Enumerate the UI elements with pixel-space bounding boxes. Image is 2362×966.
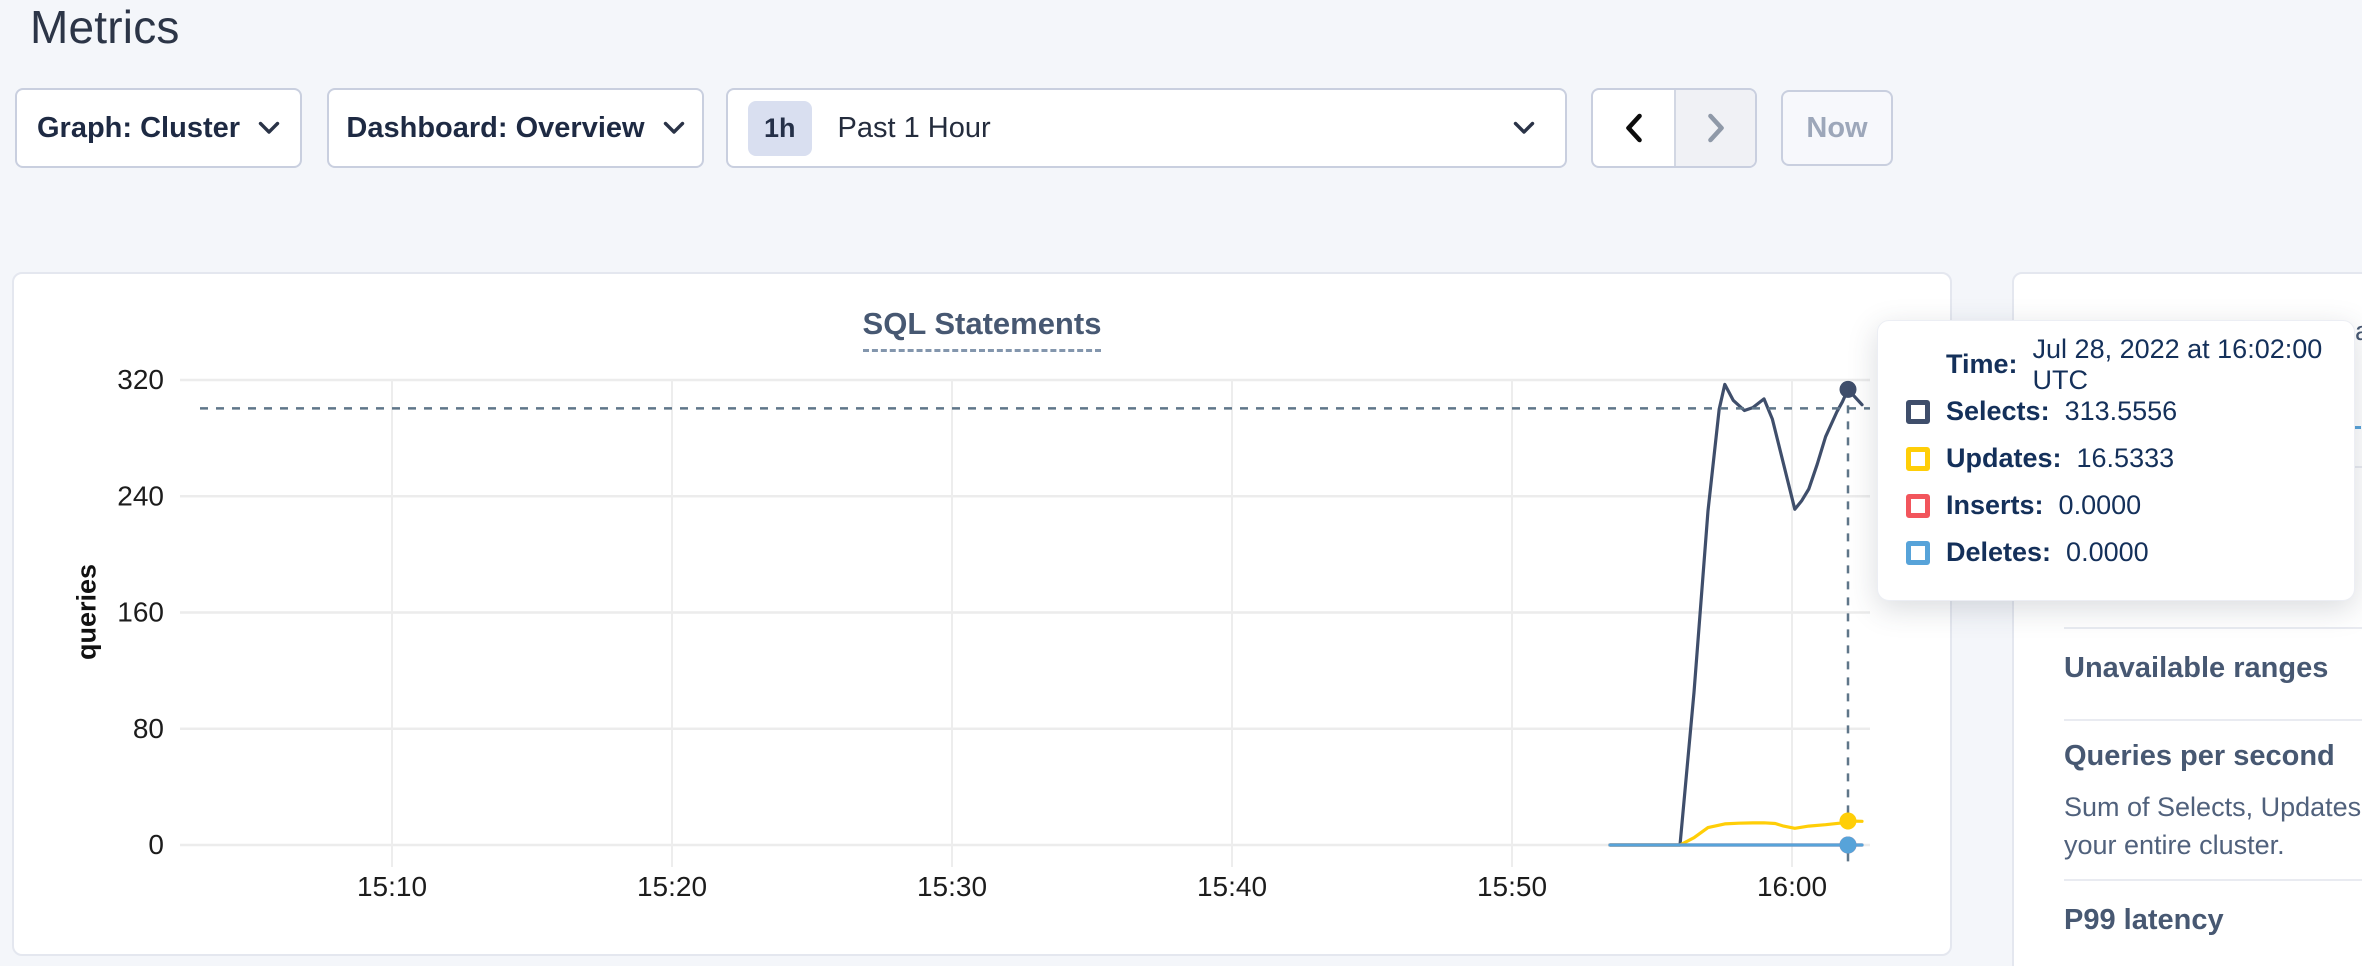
deletes-series-swatch: [1906, 540, 1930, 565]
graph-selector-dropdown[interactable]: Graph: Cluster: [15, 88, 302, 168]
swatch-spacer: [1906, 353, 1930, 377]
svg-text:80: 80: [133, 713, 164, 744]
chevron-down-icon: [258, 121, 280, 134]
tooltip-series-value: 313.5556: [2064, 396, 2178, 426]
divider: [2064, 627, 2362, 629]
sidebar-heading-p99-latency: P99 latency: [2064, 904, 2224, 936]
svg-text:15:40: 15:40: [1197, 871, 1267, 902]
tooltip-series-label: Inserts:: [1946, 490, 2044, 520]
tooltip-series-row: Deletes: 0.0000: [1906, 536, 2326, 569]
tooltip-time-label: Time:: [1946, 349, 2018, 379]
sidebar-heading-unavailable-ranges: Unavailable ranges: [2064, 652, 2329, 684]
prev-time-window-button[interactable]: [1593, 90, 1674, 166]
tooltip-series-value: 0.0000: [2058, 490, 2142, 520]
clipped-link-underline-fragment: [2355, 426, 2362, 429]
dashboard-selector-label: Dashboard: Overview: [346, 111, 645, 144]
svg-text:15:50: 15:50: [1477, 871, 1547, 902]
chevron-right-icon: [1707, 113, 1724, 143]
tooltip-time-value: Jul 28, 2022 at 16:02:00 UTC: [2032, 333, 2323, 395]
sql-statements-chart-card: SQL Statements 320 240 160 80 0 15:10 15:20 15:…: [12, 272, 1952, 956]
chart-title-link[interactable]: SQL Statements: [862, 306, 1102, 352]
tooltip-series-label: Deletes:: [1946, 537, 2052, 567]
tooltip-series-label: Updates:: [1946, 443, 2062, 473]
chevron-left-icon: [1625, 113, 1642, 143]
svg-text:0: 0: [148, 829, 164, 860]
tooltip-time-row: Time: Jul 28, 2022 at 16:02:00 UTC: [1906, 334, 2326, 395]
tooltip-series-value: 0.0000: [2066, 537, 2149, 567]
now-button[interactable]: Now: [1781, 90, 1893, 166]
svg-text:15:30: 15:30: [917, 871, 987, 902]
sidebar-description-line: Sum of Selects, Updates, Inser: [2064, 792, 2362, 822]
tooltip-series-value: 16.5333: [2076, 443, 2175, 473]
clipped-text-fragment: a: [2355, 316, 2362, 347]
chart-title-wrap: SQL Statements: [14, 306, 1950, 352]
svg-text:15:20: 15:20: [637, 871, 707, 902]
svg-text:16:00: 16:00: [1757, 871, 1827, 902]
divider: [2064, 879, 2362, 881]
svg-text:160: 160: [117, 597, 164, 628]
time-range-label: Past 1 Hour: [837, 111, 991, 144]
chevron-down-icon: [663, 121, 684, 134]
time-range-badge: 1h: [748, 100, 812, 156]
svg-text:240: 240: [117, 480, 164, 511]
tooltip-series-row: Selects: 313.5556: [1906, 395, 2326, 428]
tooltip-series-row: Updates: 16.5333: [1906, 442, 2326, 475]
next-time-window-button-disabled[interactable]: [1674, 90, 1755, 166]
y-axis-label: queries: [71, 563, 102, 661]
tooltip-series-label: Selects:: [1946, 396, 2050, 426]
svg-text:320: 320: [117, 364, 164, 395]
sidebar-heading-queries-per-second: Queries per second: [2064, 740, 2335, 772]
svg-text:15:10: 15:10: [357, 871, 427, 902]
page-title: Metrics: [30, 1, 180, 53]
divider: [2064, 719, 2362, 721]
graph-selector-label: Graph: Cluster: [36, 111, 241, 144]
sql-statements-chart[interactable]: 320 240 160 80 0 15:10 15:20 15:30 15:40 15:50 16:…: [14, 274, 1954, 958]
inserts-series-swatch: [1906, 493, 1930, 518]
selects-series-swatch: [1906, 399, 1930, 424]
sidebar-description: Sum of Selects, Updates, Inser your enti…: [2064, 788, 2362, 864]
time-range-picker[interactable]: 1h Past 1 Hour: [726, 88, 1567, 168]
tooltip-series-row: Inserts: 0.0000: [1906, 489, 2326, 522]
chevron-down-icon: [1513, 121, 1535, 134]
dashboard-selector-dropdown[interactable]: Dashboard: Overview: [327, 88, 704, 168]
sidebar-description-line: your entire cluster.: [2064, 830, 2285, 860]
updates-series-swatch: [1906, 446, 1930, 471]
chart-hover-tooltip: Time: Jul 28, 2022 at 16:02:00 UTC Selec…: [1877, 320, 2355, 601]
time-window-nav: [1591, 88, 1757, 168]
